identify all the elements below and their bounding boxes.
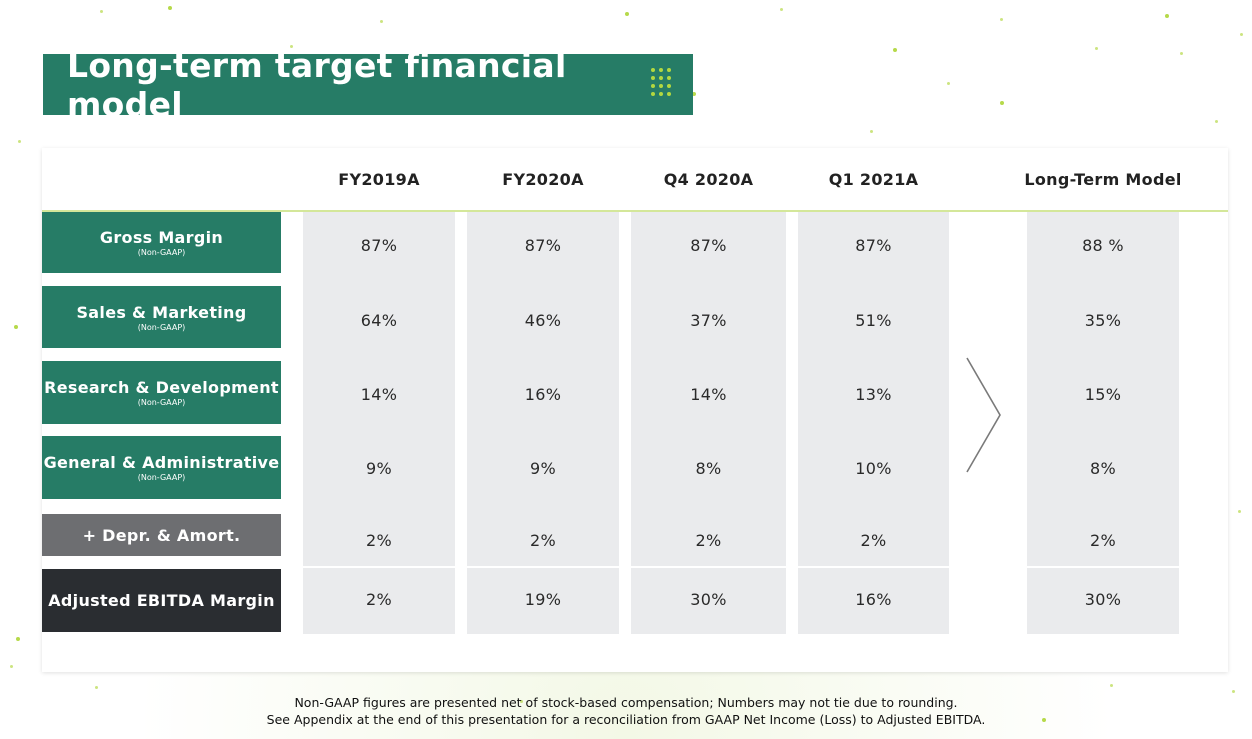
row-label-sub: (Non-GAAP) xyxy=(137,248,186,257)
table-cell: 88 % xyxy=(1082,235,1124,255)
row-label-adjusted-ebitda-margin: Adjusted EBITDA Margin xyxy=(42,569,281,632)
row-label-text: Research & Development xyxy=(44,378,279,397)
table-cell: 30% xyxy=(1084,589,1122,609)
table-cell: 37% xyxy=(690,310,727,330)
table-cell: 15% xyxy=(1084,384,1122,404)
table-cell: 87% xyxy=(855,235,892,255)
table-cell: 10% xyxy=(855,458,892,478)
row-label-text: + Depr. & Amort. xyxy=(82,525,241,545)
table-cell: 2% xyxy=(1090,530,1116,550)
column-header-q1-2021a: Q1 2021A xyxy=(828,169,919,189)
row-label-sub: (Non-GAAP) xyxy=(137,322,186,332)
table-cell: 30% xyxy=(690,589,727,609)
column-bg-fy2019a xyxy=(303,212,455,634)
footnote-line-1: Non-GAAP figures are presented net of st… xyxy=(294,695,958,710)
row-label-sub: (Non-GAAP) xyxy=(137,473,186,482)
table-cell: 2% xyxy=(366,589,392,609)
column-header-fy2019a: FY2019A xyxy=(338,169,420,189)
row-label-depr-amort: + Depr. & Amort. xyxy=(42,514,281,556)
row-label-gross-margin: Gross Margin (Non-GAAP) xyxy=(42,212,281,273)
table-cell: 14% xyxy=(360,384,398,404)
table-cell: 2% xyxy=(695,530,722,550)
table-cell: 19% xyxy=(524,589,562,609)
column-header-q4-2020a: Q4 2020A xyxy=(663,169,754,189)
column-bg-long-term-model xyxy=(1027,212,1179,634)
footnote-line-2: See Appendix at the end of this presenta… xyxy=(266,712,986,727)
table-cell: 16% xyxy=(524,384,562,404)
column-header-fy2020a: FY2020A xyxy=(502,169,584,189)
column-header-long-term-model: Long-Term Model xyxy=(1024,169,1182,189)
financial-model-table: FY2019A FY2020A Q4 2020A Q1 2021A Long-T… xyxy=(42,148,1228,672)
row-label-general-administrative: General & Administrative (Non-GAAP) xyxy=(42,436,281,499)
column-bg-q4-2020a xyxy=(631,212,786,634)
chevron-right-icon xyxy=(966,357,1001,473)
table-cell: 8% xyxy=(695,458,722,478)
row-label-text: General & Administrative xyxy=(43,453,280,472)
table-cell: 14% xyxy=(690,384,727,404)
table-cell: 13% xyxy=(855,384,892,404)
row-separator xyxy=(303,566,1179,568)
row-label-sub: (Non-GAAP) xyxy=(137,398,186,407)
table-cell: 16% xyxy=(855,589,892,609)
dot-grid-icon xyxy=(651,68,677,101)
table-cell: 64% xyxy=(360,310,398,330)
table-cell: 87% xyxy=(524,235,562,255)
table-cell: 35% xyxy=(1084,310,1122,330)
table-cell: 87% xyxy=(690,235,727,255)
table-cell: 9% xyxy=(366,458,392,478)
table-cell: 2% xyxy=(530,530,556,550)
row-label-text: Gross Margin xyxy=(99,228,224,247)
table-cell: 2% xyxy=(366,530,392,550)
table-cell: 9% xyxy=(530,458,556,478)
table-cell: 87% xyxy=(360,235,398,255)
column-bg-fy2020a xyxy=(467,212,619,634)
table-cell: 46% xyxy=(524,310,562,330)
column-bg-q1-2021a xyxy=(798,212,949,634)
row-label-text: Sales & Marketing xyxy=(76,302,247,322)
row-label-sales-marketing: Sales & Marketing (Non-GAAP) xyxy=(42,286,281,348)
table-cell: 8% xyxy=(1090,458,1116,478)
table-cell: 2% xyxy=(860,530,887,550)
row-label-research-development: Research & Development (Non-GAAP) xyxy=(42,361,281,424)
row-label-text: Adjusted EBITDA Margin xyxy=(48,591,275,610)
table-cell: 51% xyxy=(855,310,892,330)
header-divider xyxy=(42,210,1228,212)
title-banner: Long-term target financial model xyxy=(43,46,693,124)
page-title: Long-term target financial model xyxy=(67,45,567,124)
